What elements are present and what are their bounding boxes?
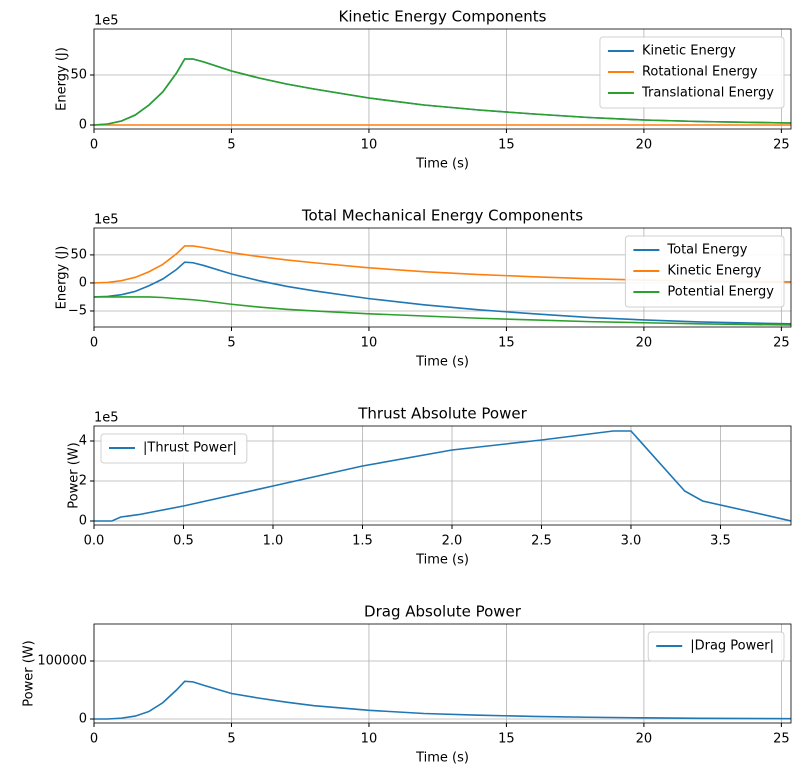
x-axis-label: Time (s) [415,355,469,370]
subplot: 0.0 0.5 1.0 1.5 2.0 2.5 3.0 3.5 0 2 4 Thrust Absolu… [67,405,792,568]
legend-label: Total Energy [666,243,747,258]
legend-label: Translational Energy [641,86,774,101]
x-tick-label: 0 [90,732,98,747]
x-tick-label: 15 [498,138,515,153]
series-line [94,296,791,326]
y-offset-label: 1e5 [94,213,119,228]
x-axis-label: Time (s) [415,157,469,172]
y-offset-label: 1e5 [94,411,119,426]
x-axis-label: Time (s) [415,553,469,568]
axes-frame [93,425,792,526]
legend-label: Kinetic Energy [667,264,761,279]
legend-label: |Thrust Power| [143,441,237,456]
legend-box [599,36,785,109]
x-tick-label: 2.5 [531,534,552,549]
subplot: 0 5 10 15 20 25 0 100000 Drag Absolute Power Time… [22,603,792,766]
x-tick-label: 20 [636,336,653,351]
y-tick-label: 50 [70,247,87,262]
x-tick-label: 5 [227,732,235,747]
x-tick-label: 10 [361,732,378,747]
legend-label: |Drag Power| [690,639,774,654]
x-tick-label: 3.0 [621,534,642,549]
legend-label: Rotational Energy [642,65,758,80]
x-tick-label: 25 [773,138,790,153]
x-tick-label: 5 [227,138,235,153]
x-tick-label: 0 [90,138,98,153]
series-line [94,430,791,522]
legend-box [624,235,785,308]
y-axis-label: Power (W) [67,442,82,508]
subplot: 0 5 10 15 20 25 −5 0 50 Total Mechanical Energy C… [55,207,792,370]
x-tick-label: 0.5 [173,534,194,549]
x-tick-label: 0.0 [84,534,105,549]
series-line [94,261,791,325]
chart-title: Thrust Absolute Power [357,405,527,423]
x-tick-label: 3.5 [710,534,731,549]
x-axis-label: Time (s) [415,751,469,766]
series-line [94,680,791,720]
y-tick-label: 0 [79,118,87,133]
x-tick-label: 10 [361,336,378,351]
legend: |Drag Power| [647,631,785,662]
y-axis-label: Power (W) [22,640,37,706]
axes-frame [93,227,792,328]
y-tick-label: 0 [79,275,87,290]
y-tick-label: −5 [68,303,87,318]
y-tick-label: 0 [79,711,87,726]
x-tick-label: 0 [90,336,98,351]
legend-label: Kinetic Energy [642,44,736,59]
legend: |Thrust Power| [100,433,248,464]
x-tick-label: 25 [773,732,790,747]
x-tick-label: 1.0 [263,534,284,549]
x-tick-label: 15 [498,336,515,351]
legend: Kinetic Energy Rotational Energy Translati… [599,36,785,109]
series-line [94,58,791,126]
y-axis-label: Energy (J) [55,246,70,310]
x-tick-label: 15 [498,732,515,747]
axes-frame [93,28,792,130]
y-tick-label: 50 [70,68,87,83]
y-tick-label: 4 [79,434,87,449]
y-offset-label: 1e5 [94,14,119,29]
x-tick-label: 10 [361,138,378,153]
x-tick-label: 20 [636,138,653,153]
y-tick-label: 2 [79,474,87,489]
y-tick-label: 0 [79,514,87,529]
y-tick-label: 100000 [37,654,87,669]
chart-title: Drag Absolute Power [364,603,522,621]
chart-title: Total Mechanical Energy Components [301,207,583,225]
x-tick-label: 1.5 [352,534,373,549]
legend-label: Potential Energy [667,285,774,300]
y-axis-label: Energy (J) [55,47,70,111]
x-tick-label: 2.0 [442,534,463,549]
x-tick-label: 25 [773,336,790,351]
axes-frame [93,623,792,724]
x-tick-label: 20 [636,732,653,747]
subplot: 0 5 10 15 20 25 0 50 Kinetic Energy Components Ti… [55,8,792,172]
legend-box [647,631,785,662]
legend-box [100,433,248,464]
series-line [94,245,791,284]
x-tick-label: 5 [227,336,235,351]
chart-title: Kinetic Energy Components [339,8,547,26]
legend: Total Energy Kinetic Energy Potential Ener… [624,235,785,308]
